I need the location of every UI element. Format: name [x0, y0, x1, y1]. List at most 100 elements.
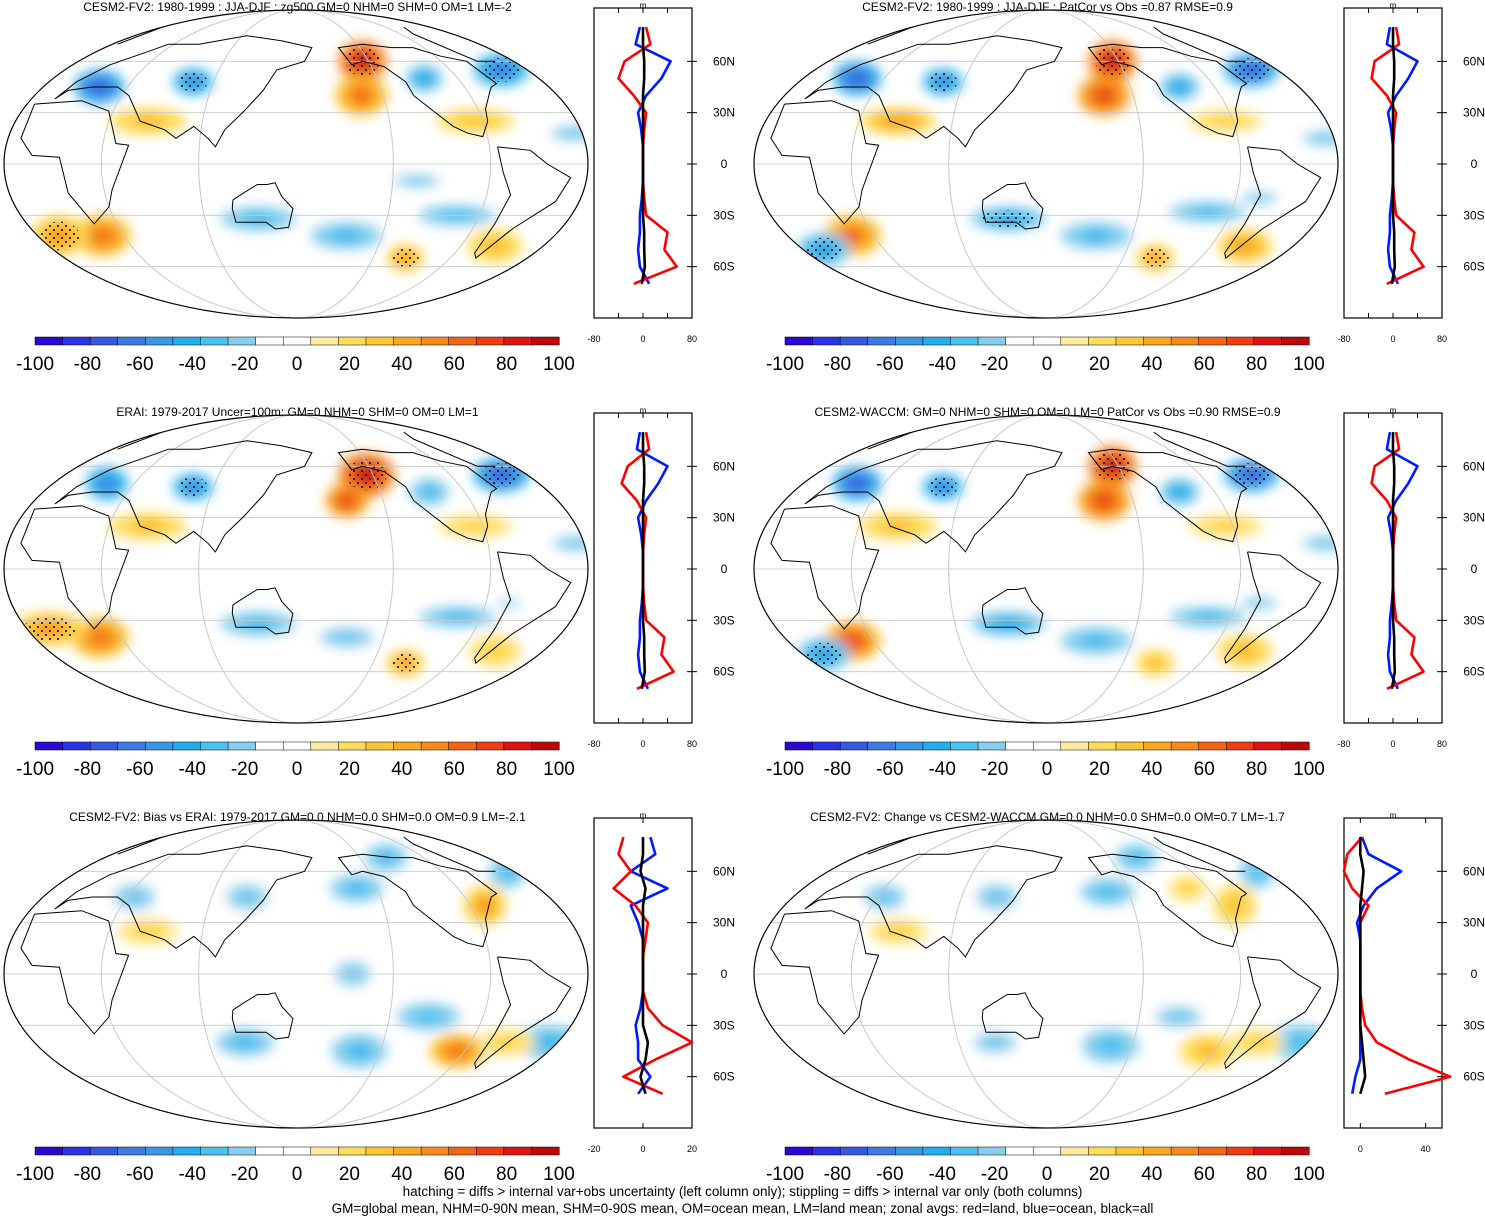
zonal-unit-label: m — [1390, 1, 1397, 10]
colorbar-swatch — [117, 336, 146, 346]
colorbar-swatch — [1170, 336, 1200, 346]
colorbar-swatch — [227, 336, 257, 346]
coastline — [804, 440, 1063, 553]
lat-label: 30S — [1463, 613, 1484, 627]
colorbar-swatch — [1253, 1146, 1282, 1156]
colorbar-swatch — [145, 336, 174, 346]
stippling-region — [178, 72, 208, 92]
stippling-region — [481, 57, 522, 82]
zonal-tick-label: 0 — [640, 739, 645, 749]
colorbar-swatch — [1060, 1146, 1089, 1156]
stippling-region — [346, 459, 387, 491]
lat-label: 60N — [1463, 864, 1485, 878]
colorbar-tick-label: 80 — [1246, 1164, 1267, 1185]
colorbar-swatch — [227, 741, 257, 751]
colorbar-swatch — [282, 336, 312, 346]
anomaly-blob — [138, 522, 158, 530]
anomaly-blob — [381, 854, 392, 862]
coastline — [20, 505, 130, 630]
colorbar-tick-label: 80 — [496, 1164, 517, 1185]
colorbar-swatch — [172, 741, 202, 751]
zonal-all-line — [640, 27, 647, 285]
colorbar-swatch — [1170, 1146, 1200, 1156]
chart-svg: -100 -80 -60 -40 -20 0 20 40 60 80 100 m 60N 30N 0 30S 6… — [3, 811, 735, 1185]
colorbar-tick-label: -100 — [16, 1164, 54, 1185]
colorbar-tick-label: 100 — [543, 759, 575, 780]
coastline — [867, 836, 1246, 872]
colorbar-swatch — [1115, 336, 1145, 346]
colorbar-swatch — [1143, 741, 1172, 751]
colorbar-tick-label: -100 — [16, 354, 54, 375]
colorbar-tick-label: 100 — [1293, 1164, 1325, 1185]
colorbar-swatch — [531, 1146, 560, 1156]
colorbar-tick-label: 80 — [496, 354, 517, 375]
colorbar-swatch — [200, 336, 229, 346]
colorbar-swatch — [922, 336, 952, 346]
zonal-unit-label: m — [1390, 811, 1397, 820]
footer-line-2: GM=global mean, NHM=0-90N mean, SHM=0-90… — [331, 1201, 1154, 1216]
colorbar-swatch — [255, 336, 284, 346]
lat-label: 30N — [713, 916, 735, 930]
lat-label: 60S — [713, 260, 734, 274]
colorbar-swatch — [922, 741, 952, 751]
anomaly-blob — [1229, 900, 1241, 911]
panel-title: CESM2-FV2: Bias vs ERAI: 1979-2017 GM=0.… — [69, 810, 526, 824]
zonal-all-line — [1390, 432, 1397, 690]
anomaly-field — [796, 445, 1338, 677]
anomaly-blob — [989, 892, 1004, 902]
colorbar-tick-label: -60 — [876, 759, 903, 780]
colorbar-swatch — [310, 741, 339, 751]
colorbar-tick-label: -60 — [126, 1164, 153, 1185]
anomaly-blob — [349, 885, 364, 892]
anomaly-field — [856, 843, 1337, 1069]
colorbar-swatch — [895, 336, 924, 346]
colorbar-tick-label: 60 — [1194, 354, 1215, 375]
lat-label: 60S — [1463, 1070, 1484, 1084]
coastline — [770, 505, 880, 630]
coastline — [117, 836, 496, 872]
colorbar-swatch — [448, 1146, 477, 1156]
anomaly-field — [796, 40, 1338, 272]
anomaly-blob — [237, 1039, 253, 1046]
colorbar-tick-label: -20 — [981, 354, 1008, 375]
coastline — [231, 587, 294, 635]
chart-panel-6: CESM2-FV2: Change vs CESM2-WACCM GM=0.0 … — [750, 810, 1485, 1210]
anomaly-blob — [845, 230, 860, 241]
coastline — [770, 100, 880, 225]
colorbar-tick-label: -100 — [16, 759, 54, 780]
colorbar-swatch — [1032, 1146, 1062, 1156]
colorbar-swatch — [1281, 336, 1310, 346]
colorbar-tick-label: 40 — [391, 759, 412, 780]
anomaly-blob — [503, 601, 516, 606]
colorbar-swatch — [867, 741, 896, 751]
stippling-region — [804, 237, 843, 262]
colorbar-swatch — [1170, 741, 1200, 751]
coastline — [1224, 551, 1322, 664]
colorbar-swatch — [1088, 1146, 1117, 1156]
stippling-region — [928, 72, 958, 92]
zonal-all-line — [640, 432, 647, 690]
lat-label: 60S — [1463, 665, 1484, 679]
map-outline — [753, 9, 1339, 319]
colorbar-tick-label: 40 — [391, 354, 412, 375]
colorbar-tick-label: 0 — [1042, 1164, 1053, 1185]
colorbar-swatch — [1005, 1146, 1034, 1156]
colorbar-swatch — [476, 336, 505, 346]
anomaly-blob — [465, 523, 485, 530]
colorbar-swatch — [1115, 1146, 1145, 1156]
stippling-region — [23, 616, 76, 641]
anomaly-blob — [127, 892, 142, 902]
anomaly-blob — [1087, 232, 1106, 240]
coastline — [1087, 448, 1248, 543]
colorbar-swatch — [1115, 741, 1145, 751]
chart-svg: -100 -80 -60 -40 -20 0 20 40 60 80 100 m 60N 30N 0 30S 6… — [753, 406, 1485, 780]
colorbar-swatch — [310, 1146, 339, 1156]
lat-label: 60N — [1463, 459, 1485, 473]
anomaly-blob — [354, 90, 368, 101]
stippling-region — [39, 221, 80, 251]
zonal-tick-label: -80 — [587, 739, 600, 749]
lat-label: 30S — [713, 613, 734, 627]
anomaly-blob — [479, 900, 491, 911]
colorbar-swatch — [1253, 741, 1282, 751]
panel-title: CESM2-WACCM: GM=0 NHM=0 SHM=0 OM=0 LM=0 … — [814, 405, 1281, 419]
